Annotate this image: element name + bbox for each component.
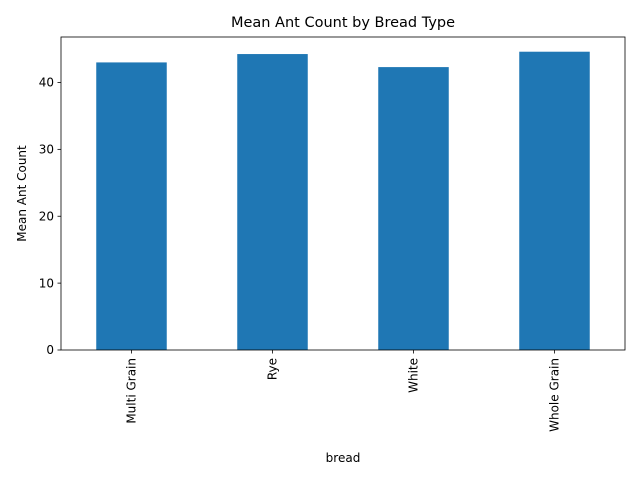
y-tick-label: 0: [46, 343, 54, 357]
chart-title: Mean Ant Count by Bread Type: [231, 15, 455, 31]
y-tick-label: 20: [39, 209, 54, 223]
x-tick-label: Multi Grain: [125, 358, 139, 424]
y-tick-label: 40: [39, 76, 54, 90]
plot-frame: [60, 36, 626, 351]
bar-whole-grain: [519, 51, 590, 350]
bar-rye: [237, 54, 308, 351]
y-axis-label: Mean Ant Count: [15, 145, 29, 242]
x-axis: Multi Grain Rye White Whole Grain: [125, 350, 562, 432]
y-tick-label: 30: [39, 143, 54, 157]
bars-group: [96, 51, 590, 351]
x-axis-label: bread: [326, 451, 361, 465]
x-tick-label: Rye: [266, 358, 280, 380]
y-axis: 0 10 20 30 40: [39, 76, 61, 357]
bar-white: [378, 67, 449, 350]
y-tick-label: 10: [39, 276, 54, 290]
bar-multi-grain: [96, 62, 167, 351]
x-tick-label: Whole Grain: [548, 358, 562, 432]
x-tick-label: White: [407, 358, 421, 393]
